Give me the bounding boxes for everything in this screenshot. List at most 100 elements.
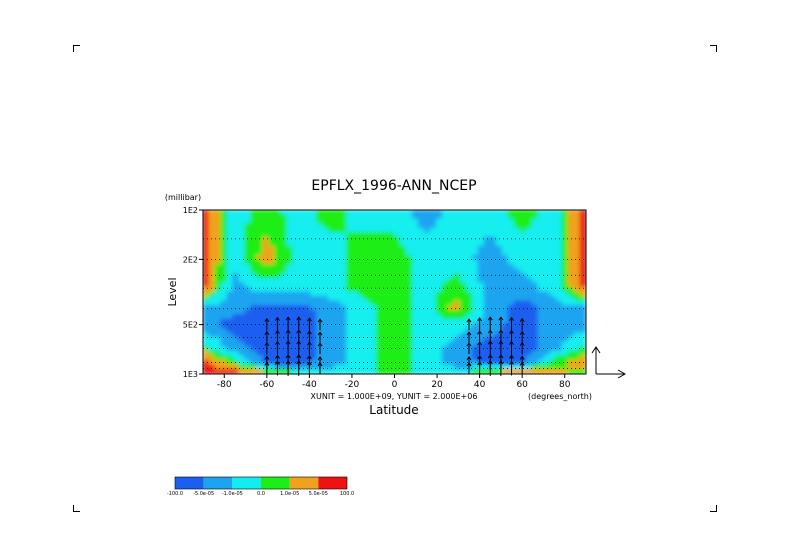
field-cell — [322, 255, 330, 261]
field-cell — [399, 337, 407, 343]
field-cell — [370, 273, 378, 279]
field-cell — [262, 259, 270, 266]
field-cell — [268, 327, 276, 334]
field-cell — [513, 327, 521, 334]
field-cell — [411, 341, 419, 348]
field-cell — [423, 282, 431, 288]
field-cell — [513, 227, 521, 234]
field-cell — [579, 341, 586, 348]
field-cell — [453, 255, 461, 261]
field-cell — [244, 286, 252, 293]
field-cell — [310, 218, 318, 225]
field-cell — [483, 300, 491, 307]
field-cell — [274, 218, 282, 225]
field-cell — [388, 337, 395, 343]
field-cell — [262, 368, 270, 374]
field-cell — [483, 218, 491, 225]
field-cell — [226, 227, 234, 234]
field-cell — [203, 309, 210, 316]
field-cell — [519, 286, 527, 293]
field-cell — [531, 210, 539, 216]
field-cell — [238, 318, 246, 325]
x-tick-label: -20 — [345, 380, 360, 390]
field-cell — [567, 259, 575, 266]
field-cell — [208, 355, 216, 361]
field-cell — [304, 259, 312, 266]
field-cell — [489, 341, 497, 348]
field-cell — [501, 368, 509, 374]
field-cell — [573, 245, 581, 252]
field-cell — [525, 318, 533, 325]
field-cell — [208, 214, 216, 220]
field-cell — [358, 327, 366, 334]
field-cell — [555, 264, 563, 270]
field-cell — [203, 341, 210, 348]
field-cell — [405, 305, 413, 311]
field-cell — [555, 232, 563, 238]
field-cell — [561, 332, 569, 339]
field-cell — [388, 210, 395, 216]
field-cell — [334, 346, 342, 352]
field-cell — [429, 296, 437, 302]
field-cell — [423, 337, 431, 343]
field-cell — [441, 337, 449, 343]
field-cell — [447, 214, 455, 220]
field-cell — [549, 227, 557, 234]
field-cell — [203, 245, 210, 252]
flux-vector — [519, 330, 525, 344]
field-cell — [471, 241, 479, 247]
field-cell — [358, 337, 366, 343]
field-cell — [238, 350, 246, 357]
field-cell — [382, 273, 390, 279]
field-cell — [214, 318, 222, 325]
field-cell — [495, 277, 503, 284]
field-cell — [376, 323, 384, 329]
field-cell — [471, 210, 479, 216]
field-cell — [208, 291, 216, 298]
field-cell — [561, 318, 569, 325]
field-cell — [489, 227, 497, 234]
field-cell — [507, 236, 515, 243]
field-cell — [573, 323, 581, 329]
field-cell — [352, 300, 360, 307]
field-cell — [429, 291, 437, 298]
field-cell — [501, 245, 509, 252]
flux-vector — [285, 316, 291, 333]
field-cell — [459, 296, 467, 302]
field-cell — [274, 210, 282, 216]
field-cell — [435, 210, 443, 216]
field-cell — [555, 255, 563, 261]
field-cell — [232, 223, 240, 229]
field-cell — [549, 359, 557, 366]
field-cell — [220, 368, 228, 374]
field-cell — [346, 305, 354, 311]
field-cell — [555, 296, 563, 302]
field-cell — [453, 337, 461, 343]
field-cell — [244, 245, 252, 252]
field-cell — [208, 300, 216, 307]
field-cell — [567, 327, 575, 334]
field-cell — [579, 368, 586, 374]
field-cell — [399, 282, 407, 288]
field-cell — [256, 337, 264, 343]
field-cell — [250, 282, 258, 288]
field-cell — [208, 327, 216, 334]
field-cell — [292, 323, 300, 329]
field-cell — [537, 232, 545, 238]
field-cell — [483, 277, 491, 284]
field-cell — [561, 314, 569, 320]
field-cell — [435, 214, 443, 220]
field-cell — [208, 305, 216, 311]
field-cell — [561, 227, 569, 234]
field-cell — [543, 210, 551, 216]
field-cell — [561, 273, 569, 279]
field-cell — [280, 291, 288, 298]
field-cell — [453, 291, 461, 298]
field-cell — [489, 264, 497, 270]
field-cell — [471, 218, 479, 225]
field-cell — [244, 218, 252, 225]
field-cell — [358, 227, 366, 234]
field-cell — [429, 273, 437, 279]
field-cell — [340, 223, 348, 229]
field-cell — [441, 259, 449, 266]
